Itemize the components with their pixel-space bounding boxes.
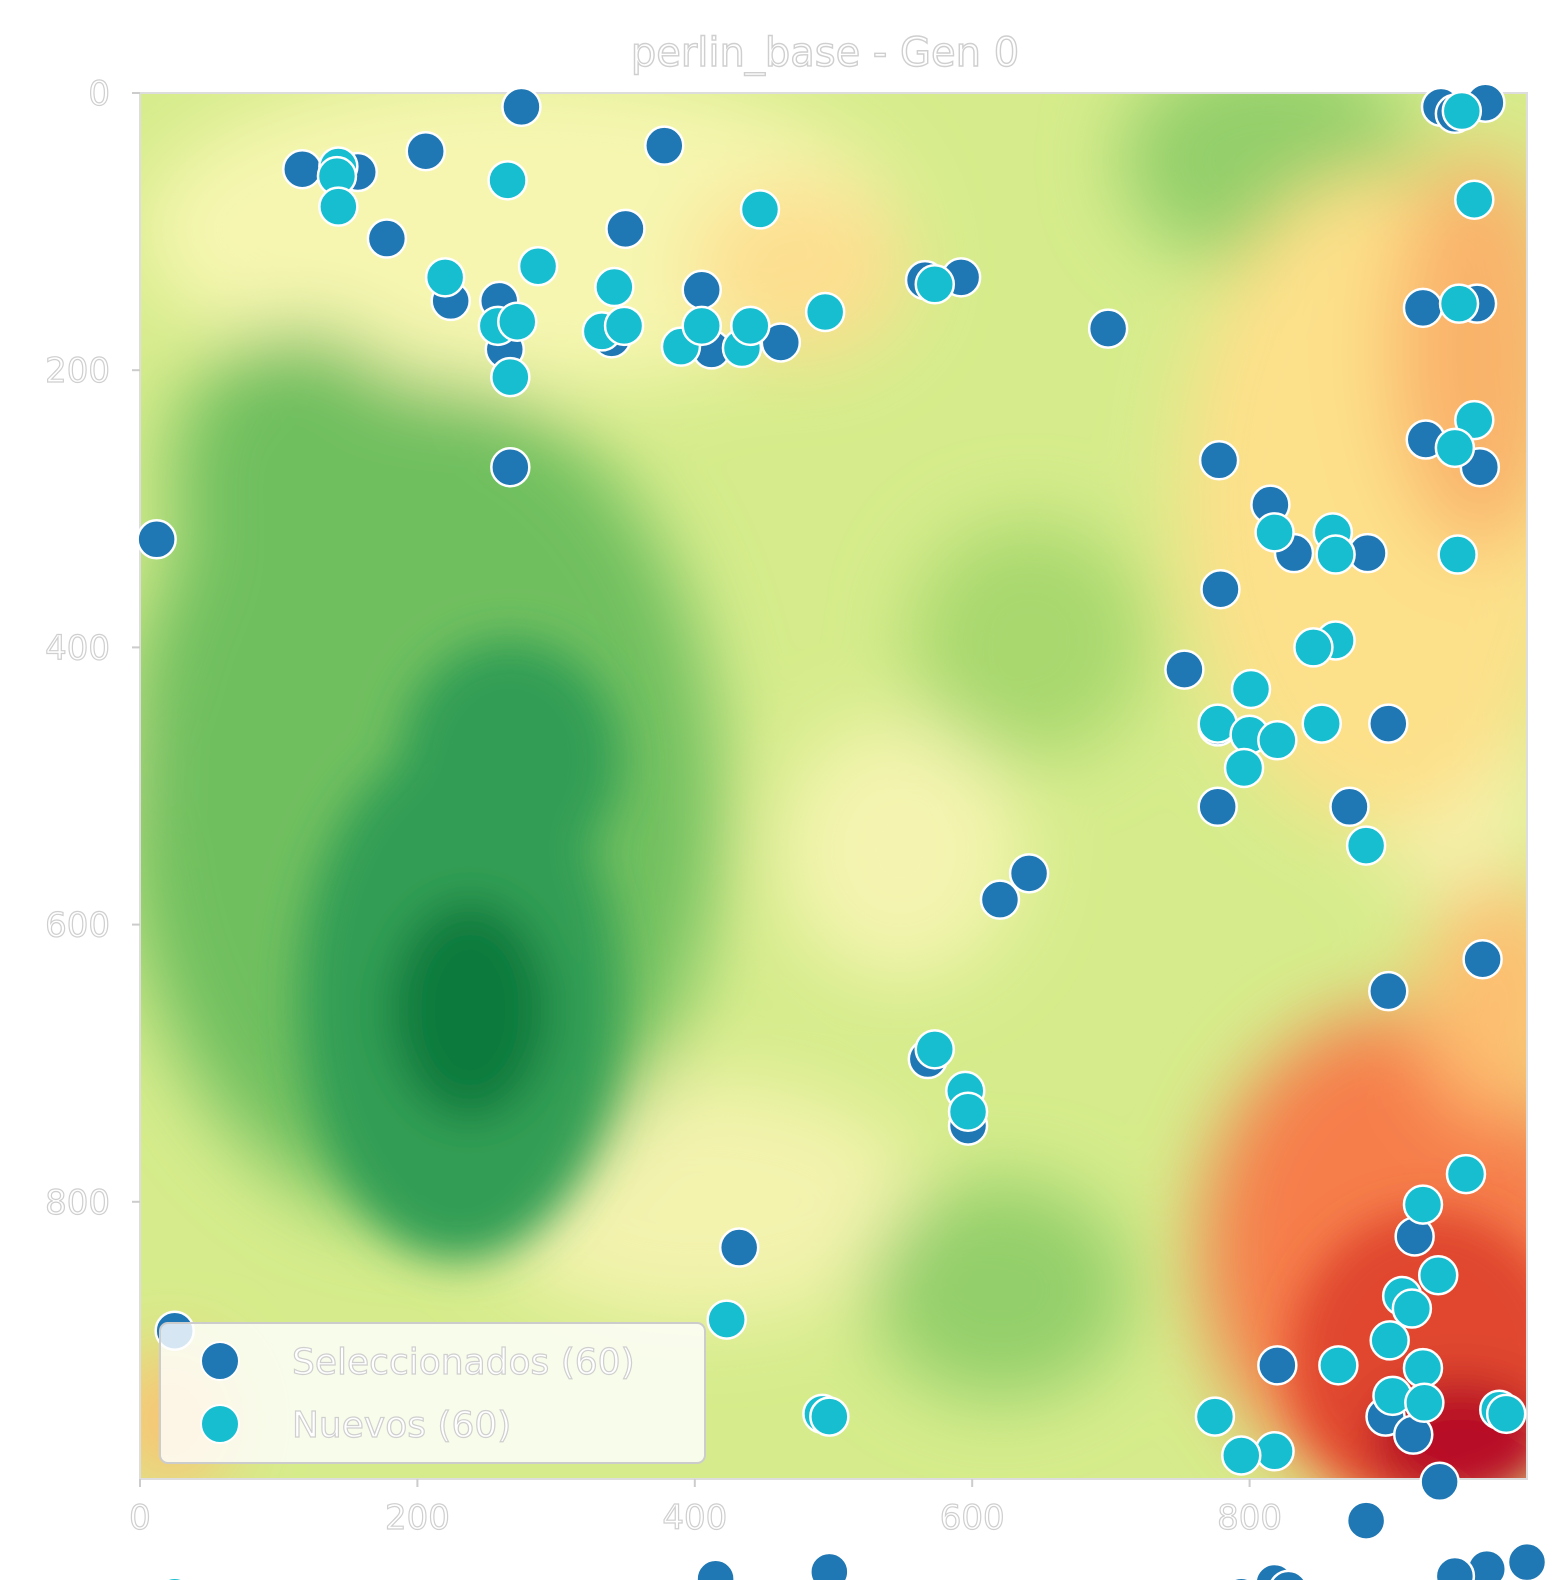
seleccionado-point <box>979 879 1021 920</box>
legend: Seleccionados (60) Nuevos (60) <box>159 1322 706 1464</box>
seleccionado-point <box>1434 1555 1476 1580</box>
nuevo-point <box>517 246 559 287</box>
seleccionado-point <box>605 208 646 250</box>
y-tick-label: 800 <box>45 1183 110 1223</box>
nuevo-point <box>1345 825 1387 866</box>
nuevo-point <box>706 1299 747 1340</box>
nuevo-point <box>1485 1393 1527 1435</box>
nuevo-point <box>1404 1382 1445 1424</box>
nuevo-point <box>947 1091 989 1132</box>
x-tick-label: 200 <box>385 1498 450 1538</box>
nuevo-point <box>1315 534 1356 575</box>
seleccionado-point <box>1506 1541 1548 1580</box>
nuevo-point <box>809 1396 850 1437</box>
seleccionado-point <box>405 130 446 172</box>
x-tick-label: 400 <box>662 1498 727 1538</box>
seleccionado-point <box>1164 649 1205 690</box>
nuevo-point <box>424 257 466 298</box>
x-tick-label: 0 <box>129 1498 151 1538</box>
nuevo-point <box>804 291 846 333</box>
plot-frame <box>139 92 1528 1480</box>
x-tick-label: 800 <box>1217 1498 1282 1538</box>
nuevo-point <box>487 160 528 201</box>
nuevo-point <box>1391 1288 1433 1329</box>
y-tick-label: 400 <box>45 628 110 668</box>
nuevo-point <box>1254 1431 1295 1472</box>
y-tick-label: 600 <box>45 906 110 946</box>
seleccionado-point <box>501 86 542 128</box>
seleccionado-point <box>1270 1569 1307 1580</box>
seleccionado-point <box>1087 308 1129 349</box>
nuevo-point <box>497 301 538 342</box>
seleccionado-point <box>490 446 531 488</box>
nuevo-point <box>1318 1345 1359 1386</box>
legend-label-nuevos: Nuevos (60) <box>292 1405 511 1446</box>
nuevo-point <box>163 1576 186 1580</box>
y-tick-label: 0 <box>88 74 110 114</box>
nuevo-point <box>1445 1153 1487 1195</box>
seleccionado-point <box>644 125 685 166</box>
background-field <box>140 93 1527 1479</box>
nuevo-point <box>1223 747 1265 789</box>
legend-marker-seleccionados <box>200 1341 240 1381</box>
seleccionado-point <box>1229 1576 1253 1580</box>
nuevo-point <box>1441 90 1483 132</box>
nuevo-point <box>1369 1320 1410 1361</box>
legend-marker-nuevos <box>200 1404 240 1444</box>
nuevo-point <box>1293 627 1334 668</box>
seleccionado-point <box>1008 853 1050 894</box>
nuevo-point <box>914 1029 956 1070</box>
nuevo-point <box>594 266 635 308</box>
nuevo-point <box>1254 512 1295 553</box>
series-nuevos <box>163 90 1527 1580</box>
seleccionado-point <box>1402 287 1444 329</box>
seleccionado-point <box>809 1551 850 1580</box>
nuevo-point <box>1438 283 1480 324</box>
nuevo-point <box>1434 427 1476 469</box>
axis-ticks: 0 200 400 600 800 0 200 400 600 800 <box>44 73 1282 1538</box>
seleccionado-point <box>1419 1461 1460 1503</box>
y-tick-label: 200 <box>45 351 110 391</box>
nuevo-point <box>1257 720 1298 761</box>
nuevo-point <box>681 305 722 347</box>
seleccionado-point <box>282 148 323 190</box>
seleccionado-point <box>1345 1500 1387 1541</box>
seleccionado-point <box>1329 786 1370 828</box>
nuevo-point <box>914 264 956 305</box>
seleccionado-point <box>1462 939 1503 980</box>
seleccionado-point <box>695 1558 736 1580</box>
nuevo-point <box>1454 399 1495 441</box>
seleccionado-point <box>1198 440 1240 481</box>
nuevo-point <box>1194 1396 1236 1437</box>
seleccionado-point <box>718 1227 760 1268</box>
nuevo-point <box>490 356 531 398</box>
nuevo-point <box>1437 534 1478 575</box>
seleccionado-point <box>1257 1345 1298 1386</box>
nuevo-point <box>1402 1184 1444 1225</box>
legend-box <box>159 1322 706 1464</box>
seleccionado-point <box>1368 703 1409 744</box>
nuevo-point <box>1230 668 1272 710</box>
x-tick-label: 600 <box>940 1498 1005 1538</box>
chart-title: perlin_base - Gen 0 <box>631 30 1019 76</box>
seleccionado-point <box>136 519 177 560</box>
seleccionado-point <box>1368 970 1409 1012</box>
nuevo-point <box>1221 1435 1262 1476</box>
seleccionado-point <box>1200 568 1241 610</box>
seleccionado-point <box>366 218 408 259</box>
seleccionado-point <box>681 269 722 311</box>
nuevo-point <box>1454 179 1495 220</box>
nuevo-point <box>318 186 359 227</box>
nuevo-point <box>730 305 771 347</box>
nuevo-point <box>739 189 781 230</box>
legend-label-seleccionados: Seleccionados (60) <box>292 1342 635 1383</box>
nuevo-point <box>1402 1347 1444 1389</box>
seleccionado-point <box>1197 786 1238 828</box>
nuevo-point <box>1417 1255 1459 1296</box>
nuevo-point <box>603 305 645 347</box>
nuevo-point <box>1301 703 1342 744</box>
